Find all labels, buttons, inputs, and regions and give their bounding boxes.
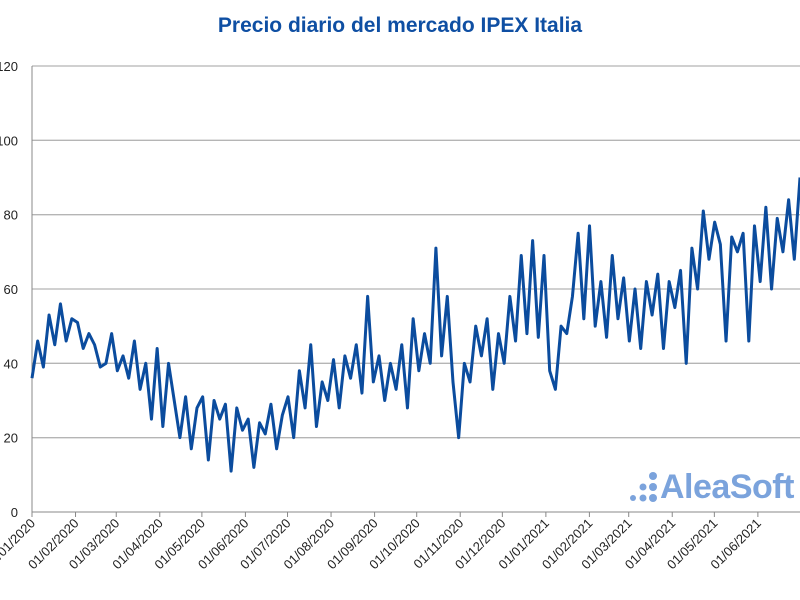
logo-text: AleaSoft <box>660 468 794 506</box>
y-tick-label: 100 <box>0 133 18 148</box>
y-tick-label: 60 <box>4 282 18 297</box>
y-tick-label: 120 <box>0 59 18 74</box>
series-line <box>30 177 800 473</box>
aleasoft-logo: AleaSoft <box>626 468 794 507</box>
y-tick-label: 0 <box>11 505 18 520</box>
chart-title: Precio diario del mercado IPEX Italia <box>217 14 583 37</box>
y-tick-label: 80 <box>4 208 18 223</box>
y-tick-label: 20 <box>4 431 18 446</box>
logo-dots-icon <box>630 471 657 502</box>
y-tick-label: 40 <box>4 356 18 371</box>
